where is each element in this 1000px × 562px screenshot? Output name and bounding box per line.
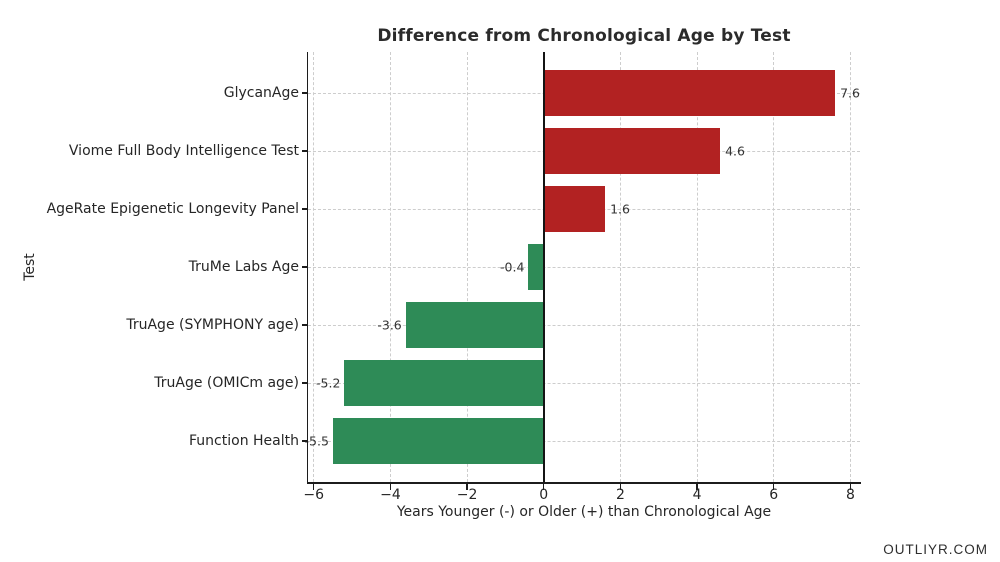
bar: [344, 360, 544, 406]
y-axis-tick: [301, 324, 307, 326]
x-axis-tick: [313, 483, 315, 490]
bar-value-label: 4.6: [725, 143, 745, 159]
x-axis-tick-label: 2: [615, 487, 625, 503]
x-axis-tick-label: −2: [456, 487, 478, 503]
bar: [405, 302, 544, 348]
category-label: Function Health: [189, 433, 299, 449]
zero-line: [542, 52, 545, 482]
x-axis-tick: [543, 483, 545, 490]
x-axis-tick-label: 4: [692, 487, 702, 503]
x-axis-tick-label: 0: [539, 487, 549, 503]
gridline-horizontal: [308, 324, 860, 326]
x-axis-tick-label: −4: [380, 487, 401, 503]
gridline-horizontal: [308, 440, 860, 442]
category-label: TruAge (OMICm age): [154, 375, 299, 391]
gridline-horizontal: [308, 382, 860, 384]
bar-value-label: -5.2: [316, 375, 341, 391]
category-label: TruMe Labs Age: [188, 259, 299, 275]
category-label: Viome Full Body Intelligence Test: [68, 143, 299, 159]
y-axis-spine: [306, 52, 308, 484]
bar-value-label: -3.6: [377, 317, 402, 333]
bar: [332, 418, 544, 464]
category-label: GlycanAge: [223, 85, 299, 101]
bar-value-label: 7.6: [840, 85, 860, 101]
y-axis-tick: [301, 266, 307, 268]
bar: [543, 186, 606, 232]
x-axis-tick: [773, 483, 775, 490]
y-axis-tick: [301, 382, 307, 384]
y-axis-tick: [301, 208, 307, 210]
gridline-horizontal: [308, 266, 860, 268]
x-axis-tick: [619, 483, 622, 490]
x-axis-tick-label: 6: [769, 487, 779, 503]
bar: [528, 244, 544, 290]
x-axis-tick: [466, 483, 468, 490]
bar: [543, 70, 836, 116]
y-axis-tick: [301, 150, 307, 152]
chart-title: Difference from Chronological Age by Tes…: [377, 26, 791, 46]
watermark-text: OUTLIYR.COM: [883, 542, 988, 557]
bar-value-label: -0.4: [500, 259, 525, 275]
x-axis-tick: [389, 483, 392, 490]
plot-area: 7.6 4.6 1.6 -0.4 -3.6 -5.2 -5.5: [304, 52, 860, 482]
y-axis-tick: [301, 440, 307, 442]
x-axis-spine: [306, 482, 861, 484]
x-axis-tick: [696, 483, 698, 490]
category-label: TruAge (SYMPHONY age): [126, 317, 299, 333]
x-axis-tick-label: 8: [845, 487, 855, 503]
bar-value-label: 1.6: [610, 201, 630, 217]
x-axis-title: Years Younger (-) or Older (+) than Chro…: [396, 504, 772, 520]
category-label: AgeRate Epigenetic Longevity Panel: [46, 201, 299, 217]
y-axis-tick: [301, 92, 307, 94]
bar: [543, 128, 721, 174]
bar-value-label: -5.5: [304, 433, 329, 449]
x-axis-tick: [849, 483, 852, 490]
x-axis-tick-label: −6: [303, 487, 325, 503]
